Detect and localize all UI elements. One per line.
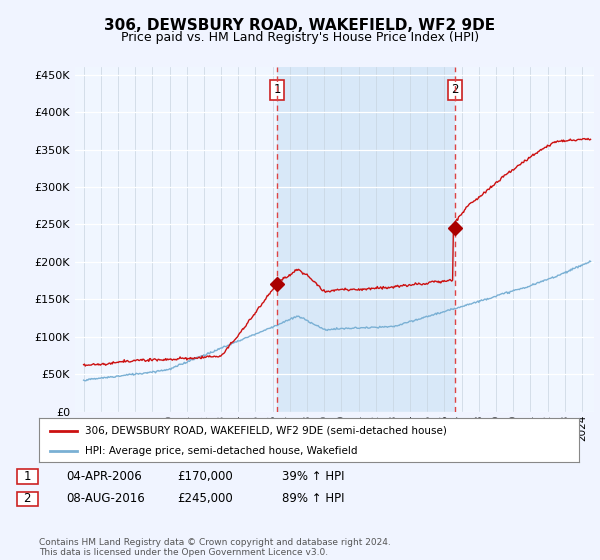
Text: £245,000: £245,000 bbox=[177, 492, 233, 506]
Text: 2: 2 bbox=[451, 83, 458, 96]
Text: Price paid vs. HM Land Registry's House Price Index (HPI): Price paid vs. HM Land Registry's House … bbox=[121, 31, 479, 44]
Text: 04-APR-2006: 04-APR-2006 bbox=[66, 470, 142, 483]
Text: 89% ↑ HPI: 89% ↑ HPI bbox=[282, 492, 344, 506]
Text: 08-AUG-2016: 08-AUG-2016 bbox=[66, 492, 145, 506]
Text: 1: 1 bbox=[23, 470, 31, 483]
Text: 39% ↑ HPI: 39% ↑ HPI bbox=[282, 470, 344, 483]
Text: 306, DEWSBURY ROAD, WAKEFIELD, WF2 9DE (semi-detached house): 306, DEWSBURY ROAD, WAKEFIELD, WF2 9DE (… bbox=[85, 426, 447, 436]
Text: £170,000: £170,000 bbox=[177, 470, 233, 483]
Text: 306, DEWSBURY ROAD, WAKEFIELD, WF2 9DE: 306, DEWSBURY ROAD, WAKEFIELD, WF2 9DE bbox=[104, 18, 496, 33]
Text: 2: 2 bbox=[23, 492, 31, 506]
Text: 1: 1 bbox=[273, 83, 281, 96]
Bar bbox=[277, 67, 455, 412]
Text: Contains HM Land Registry data © Crown copyright and database right 2024.
This d: Contains HM Land Registry data © Crown c… bbox=[39, 538, 391, 557]
Text: HPI: Average price, semi-detached house, Wakefield: HPI: Average price, semi-detached house,… bbox=[85, 446, 358, 456]
